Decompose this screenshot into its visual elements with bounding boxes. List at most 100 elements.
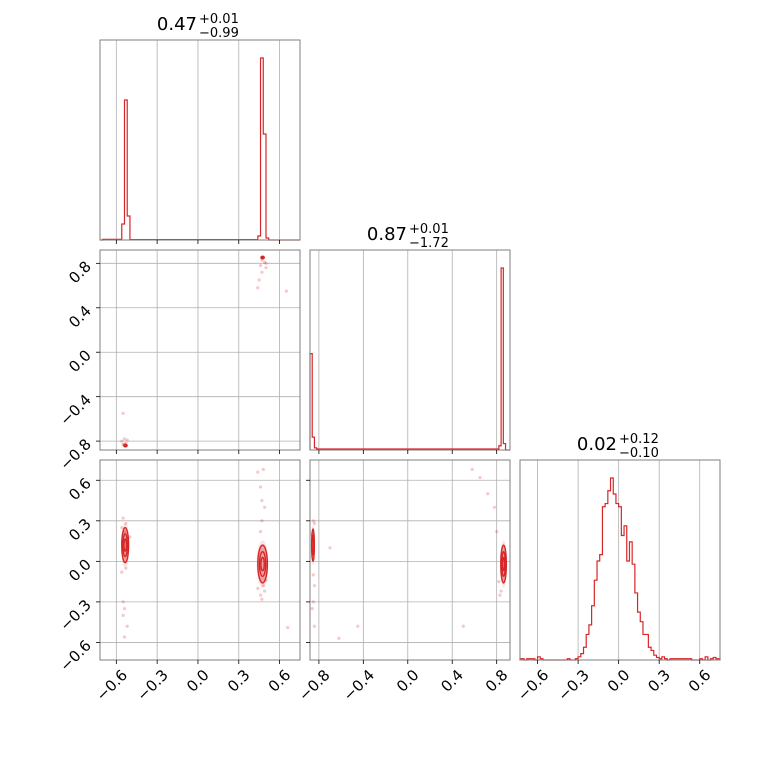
scatter-point	[120, 570, 124, 574]
scatter-point	[263, 260, 267, 264]
hist-panel-2: 0.87 +0.01−1.72	[309, 222, 511, 454]
scatter-point	[264, 261, 268, 265]
scatter-point	[258, 263, 263, 268]
scatter-point	[312, 624, 317, 628]
scatter-point	[121, 516, 125, 520]
scatter-point	[284, 289, 288, 293]
scatter-point	[499, 589, 503, 593]
hist-step	[519, 477, 721, 661]
density-contour	[122, 533, 129, 558]
y-tick-label: 0.8	[65, 257, 95, 287]
scatter-point	[498, 593, 502, 597]
x-tick-label: 0.6	[265, 666, 295, 696]
scatter-point	[311, 519, 315, 523]
y-tick-label: −0.8	[56, 435, 94, 473]
scatter-point	[256, 586, 260, 590]
param-title-minus: −0.10	[619, 446, 659, 461]
x-tick-label: −0.3	[554, 666, 592, 704]
scatter-point	[122, 635, 127, 639]
scatter-point	[328, 546, 332, 550]
scatter-point	[260, 270, 264, 274]
hist-step	[309, 267, 510, 451]
y-tick-label: 0.3	[65, 515, 95, 545]
scatter-point	[256, 470, 260, 474]
density-contour	[261, 256, 264, 259]
density-contour	[501, 556, 506, 572]
scatter-point	[263, 505, 267, 509]
x-tick-label: −0.6	[514, 666, 552, 704]
panel-frame	[309, 249, 511, 451]
param-title-minus: −0.99	[199, 26, 239, 41]
scatter-point	[337, 636, 341, 640]
scatter-point	[486, 492, 490, 496]
y-tick-label: −0.6	[56, 637, 94, 675]
density-halo	[256, 540, 269, 588]
x-tick-label: −0.4	[340, 666, 378, 704]
panel-frame	[99, 459, 301, 661]
param-title-value: 0.87	[367, 224, 407, 245]
scatter-point	[311, 573, 315, 577]
scatter-point	[492, 505, 497, 509]
param-title-plus: +0.01	[409, 222, 449, 237]
param-title-minus: −1.72	[409, 236, 449, 251]
param-title-value: 0.02	[577, 434, 617, 455]
scatter-point	[122, 607, 127, 611]
hist-panel-1: 0.47 +0.01−0.99	[99, 12, 301, 244]
scatter-point	[311, 600, 315, 604]
scatter-panel-3: −0.8 −0.4 0.0 0.4 0.8	[295, 459, 512, 705]
scatter-panel-1: −0.8 −0.4 0.0 0.4 0.8	[56, 249, 301, 474]
y-tick-label: −0.3	[56, 596, 94, 634]
density-contour	[501, 551, 507, 578]
hist-panel-3: −0.6 −0.3 0.0 0.3 0.6 0.02 +0.12−0.10	[514, 432, 721, 705]
y-tick-label: 0.0	[65, 555, 95, 585]
scatter-point	[258, 593, 263, 597]
scatter-point	[263, 589, 267, 593]
scatter-point	[356, 624, 360, 628]
scatter-point	[128, 535, 132, 539]
scatter-point	[470, 467, 474, 472]
density-contour	[124, 444, 127, 447]
scatter-point	[120, 525, 124, 530]
x-tick-label: 0.0	[393, 666, 423, 696]
scatter-point	[122, 437, 127, 441]
density-contour	[260, 556, 265, 572]
density-contour	[311, 534, 315, 556]
scatter-panel-2: −0.6 −0.3 0.0 0.3 0.6−0.6−0.30.00.30.6	[56, 459, 301, 705]
x-tick-label: 0.6	[685, 666, 715, 696]
x-tick-label: −0.6	[93, 666, 131, 704]
x-tick-label: 0.3	[644, 666, 674, 696]
scatter-point	[121, 411, 125, 415]
scatter-point	[478, 475, 482, 480]
x-tick-label: 0.4	[437, 666, 467, 696]
scatter-point	[461, 624, 465, 628]
x-tick-label: 0.3	[224, 666, 254, 696]
scatter-point	[260, 519, 264, 523]
scatter-point	[286, 625, 290, 630]
x-tick-label: 0.0	[183, 666, 213, 696]
scatter-point	[310, 607, 314, 611]
scatter-point	[124, 566, 128, 570]
panel-frame	[99, 39, 301, 241]
scatter-point	[258, 485, 263, 489]
scatter-point	[120, 439, 124, 443]
y-tick-label: 0.4	[65, 302, 95, 332]
scatter-point	[497, 580, 501, 584]
scatter-point	[258, 530, 263, 534]
scatter-point	[125, 624, 129, 628]
y-tick-label: −0.4	[56, 391, 94, 429]
scatter-point	[257, 278, 261, 282]
scatter-point	[264, 266, 268, 270]
scatter-point	[495, 530, 499, 534]
scatter-point	[121, 613, 125, 618]
param-title-value: 0.47	[157, 14, 197, 35]
hist-step	[100, 57, 300, 241]
scatter-point	[312, 521, 317, 526]
density-contour	[123, 538, 128, 552]
scatter-point	[121, 600, 125, 604]
scatter-point	[256, 286, 260, 290]
density-contour	[258, 551, 267, 578]
x-tick-label: 0.8	[482, 666, 512, 696]
panel-frame	[99, 249, 301, 451]
scatter-point	[260, 498, 264, 503]
